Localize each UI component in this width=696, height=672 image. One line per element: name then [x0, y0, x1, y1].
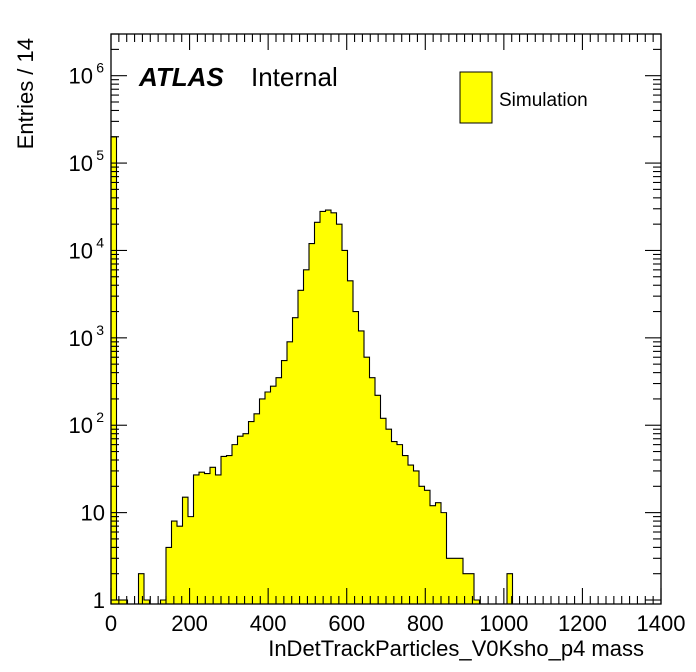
y-tick-label: 10 — [81, 501, 105, 526]
histogram-bin-43 — [369, 377, 375, 604]
histogram-bin-58 — [452, 558, 458, 604]
histogram-bin-20 — [243, 433, 249, 604]
histogram-bin-56 — [441, 512, 447, 604]
histogram-bin-54 — [430, 505, 436, 604]
y-tick-label: 1 — [93, 588, 105, 613]
histogram-bin-48 — [397, 444, 403, 604]
histogram-bin-22 — [254, 413, 260, 604]
atlas-status-label: Internal — [251, 62, 338, 92]
histogram-bin-3 — [138, 573, 144, 604]
y-tick-label: 10 — [69, 238, 93, 263]
y-axis-label: Entries / 14 — [13, 38, 38, 149]
histogram-bin-55 — [435, 502, 441, 604]
y-tick-exponent: 2 — [96, 409, 104, 425]
histogram-bin-5 — [160, 600, 166, 604]
x-tick-label: 200 — [171, 611, 208, 636]
histogram-bin-14 — [210, 467, 216, 604]
x-tick-label: 1400 — [637, 611, 686, 636]
histogram-bin-17 — [226, 455, 232, 604]
x-tick-label: 1000 — [479, 611, 528, 636]
histogram-bin-49 — [402, 455, 408, 604]
x-tick-label: 1200 — [558, 611, 607, 636]
y-tick-exponent: 6 — [96, 60, 104, 76]
histogram-bin-2 — [122, 600, 128, 604]
histogram-bin-59 — [457, 558, 463, 604]
histogram-bin-61 — [468, 573, 474, 604]
histogram-bin-45 — [380, 418, 386, 604]
y-tick-label: 10 — [69, 413, 93, 438]
histogram-bin-11 — [193, 474, 199, 604]
x-tick-label: 400 — [250, 611, 287, 636]
x-axis-label: InDetTrackParticles_V0Ksho_p4 mass — [268, 636, 644, 661]
histogram-bin-19 — [237, 436, 243, 604]
histogram-bin-31 — [303, 269, 309, 604]
histogram-bin-57 — [446, 558, 452, 604]
histogram-bin-25 — [270, 386, 276, 604]
histogram-bin-35 — [325, 210, 331, 604]
histogram-bin-33 — [314, 222, 320, 604]
histogram-bin-46 — [386, 429, 392, 604]
legend-swatch-simulation — [459, 71, 493, 124]
y-tick-exponent: 3 — [96, 322, 104, 338]
y-tick-exponent: 4 — [96, 234, 104, 250]
legend-label-simulation: Simulation — [499, 90, 588, 111]
histogram-bin-16 — [221, 456, 227, 604]
histogram-bin-34 — [320, 211, 326, 604]
y-tick-label: 10 — [69, 64, 93, 89]
histogram-bin-52 — [419, 486, 425, 604]
histogram-bin-10 — [188, 516, 194, 604]
histogram-bin-63 — [507, 573, 513, 604]
histogram-bin-32 — [309, 243, 315, 605]
histogram-bin-27 — [281, 360, 287, 604]
histogram-bin-9 — [182, 497, 188, 604]
histogram-bin-50 — [408, 465, 414, 604]
histogram-bars — [110, 136, 514, 605]
histogram-bin-6 — [166, 547, 172, 604]
histogram-bin-37 — [336, 224, 342, 604]
y-tick-label: 10 — [69, 151, 93, 176]
histogram-bin-0 — [111, 136, 117, 604]
x-axis-ticks: 0 200 400 600 800 1000 1200 1400 — [105, 34, 686, 636]
histogram-bin-15 — [215, 474, 221, 604]
histogram-bin-40 — [353, 311, 359, 604]
x-tick-label: 800 — [407, 611, 444, 636]
histogram-bin-42 — [364, 357, 370, 604]
histogram-bin-39 — [347, 280, 353, 604]
histogram-bin-29 — [292, 317, 298, 604]
histogram-bin-18 — [232, 444, 238, 604]
histogram-bin-53 — [424, 490, 430, 604]
y-tick-exponent: 5 — [96, 147, 104, 163]
histogram-bin-28 — [287, 341, 293, 604]
histogram-bin-24 — [265, 392, 271, 604]
histogram-bin-41 — [358, 330, 364, 604]
histogram-bin-13 — [204, 473, 210, 604]
histogram-bin-60 — [463, 573, 469, 604]
histogram-bin-51 — [413, 470, 419, 604]
histogram-bin-47 — [391, 441, 397, 604]
histogram-bin-62 — [474, 600, 480, 604]
atlas-label: ATLAS — [138, 62, 224, 92]
x-tick-label: 0 — [105, 611, 117, 636]
histogram-bin-44 — [375, 395, 381, 604]
histogram-bin-12 — [199, 472, 205, 604]
histogram-bin-7 — [171, 521, 177, 604]
histogram-bin-8 — [177, 526, 183, 604]
histogram-bin-21 — [248, 421, 254, 604]
histogram-bin-23 — [259, 398, 265, 604]
histogram-bin-26 — [276, 377, 282, 604]
legend: Simulation — [459, 71, 588, 124]
histogram-bin-30 — [298, 290, 304, 604]
histogram-bin-38 — [342, 250, 348, 604]
histogram-bin-4 — [144, 600, 150, 604]
histogram-bin-36 — [331, 212, 337, 604]
x-tick-label: 600 — [328, 611, 365, 636]
y-tick-label: 10 — [69, 326, 93, 351]
